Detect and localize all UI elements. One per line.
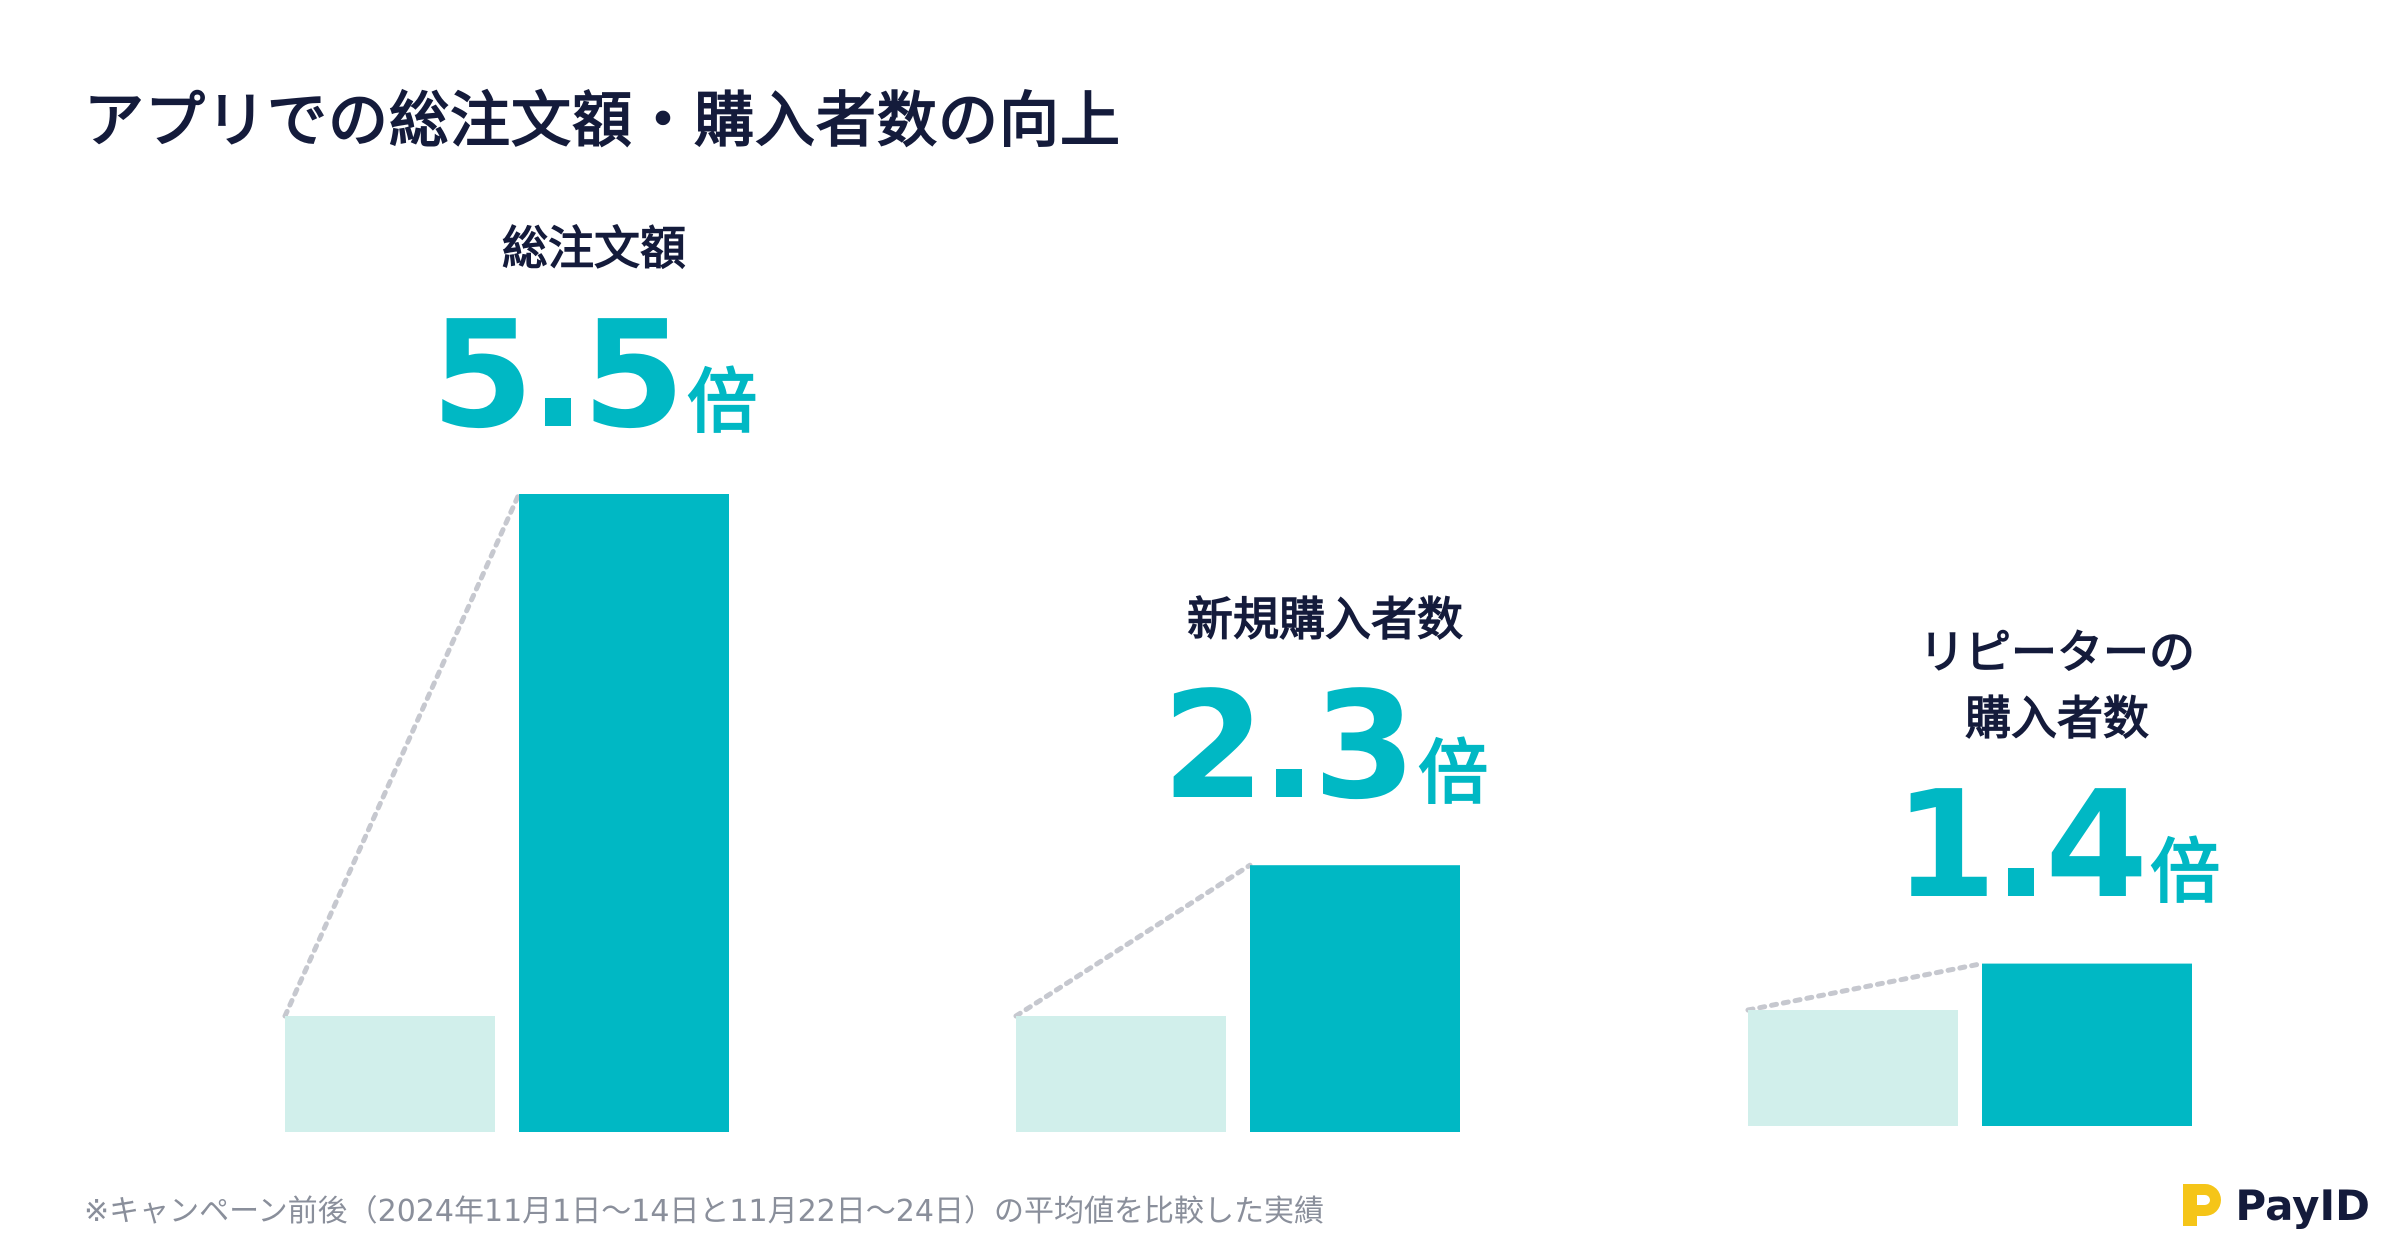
- bar-before: [285, 1016, 495, 1132]
- multiplier-label: 5.5倍: [431, 289, 757, 461]
- group-label: 総注文額: [502, 215, 686, 281]
- multiplier-label: 2.3倍: [1162, 660, 1488, 832]
- multiplier-value: 2.3: [1161, 660, 1416, 833]
- bar-before: [1016, 1016, 1226, 1132]
- multiplier-value: 1.4: [1893, 758, 2148, 931]
- group-label-line: リピーターの: [1919, 624, 2195, 679]
- bar-after: [1250, 865, 1460, 1132]
- multiplier-unit: 倍: [1418, 732, 1489, 815]
- group-label-line: 購入者数: [1965, 690, 2149, 745]
- connector-line: [1745, 961, 1985, 1013]
- group-label: リピーターの 購入者数: [1919, 619, 2195, 751]
- group-label-line: 総注文額: [502, 221, 686, 275]
- multiplier-value: 5.5: [430, 289, 685, 461]
- group-label: 新規購入者数: [1187, 586, 1463, 652]
- connector-line: [1013, 862, 1253, 1019]
- group-label-line: 新規購入者数: [1187, 592, 1463, 647]
- bar-after: [1982, 963, 2192, 1126]
- logo-text: PayID: [2235, 1180, 2370, 1230]
- page-title: アプリでの総注文額・購入者数の向上: [84, 86, 1121, 156]
- payid-logo: PayID: [2179, 1178, 2370, 1232]
- payid-logo-icon: [2183, 1184, 2222, 1226]
- connector-line: [282, 491, 522, 1019]
- bar-before: [1748, 1010, 1958, 1126]
- bar-after: [519, 494, 729, 1132]
- multiplier-label: 1.4倍: [1894, 759, 2220, 931]
- multiplier-unit: 倍: [2150, 830, 2221, 913]
- multiplier-unit: 倍: [687, 361, 758, 443]
- footnote: ※キャンペーン前後（2024年11月1日〜14日と11月22日〜24日）の平均値…: [84, 1194, 1324, 1229]
